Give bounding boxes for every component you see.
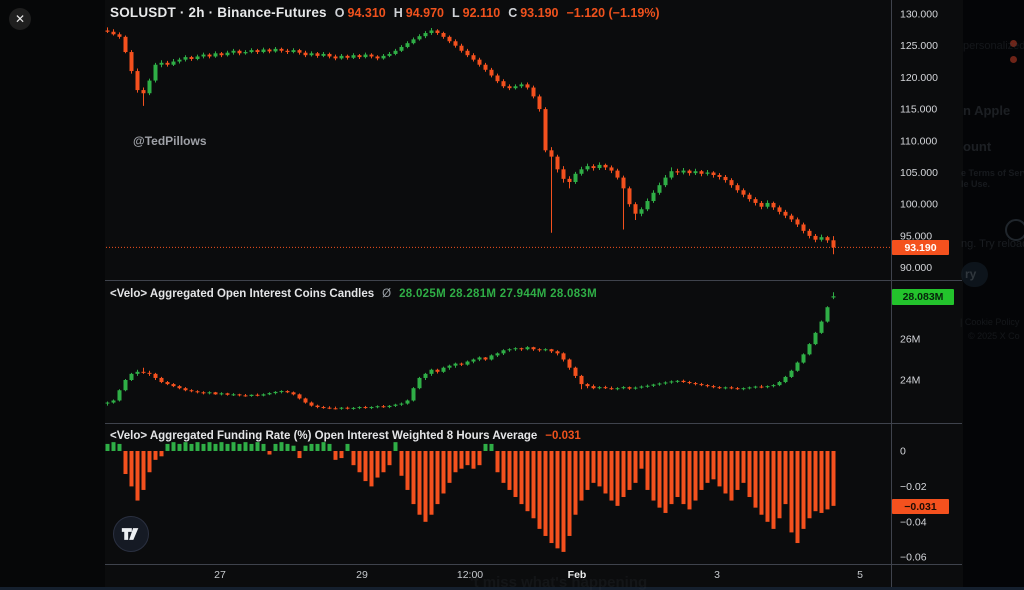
- dimmed-background-text: ount: [963, 139, 992, 154]
- svg-text:26M: 26M: [900, 334, 920, 346]
- dimmed-background-text: le Use.: [961, 179, 991, 189]
- time-axis[interactable]: 27 29 12:00 Feb 3 5: [105, 565, 891, 587]
- close-label: C: [508, 6, 518, 20]
- time-label: 3: [714, 569, 720, 581]
- svg-text:115.000: 115.000: [900, 104, 937, 116]
- overlay-left-strip: [0, 0, 105, 590]
- svg-text:−0.04: −0.04: [900, 516, 927, 528]
- svg-text:125.000: 125.000: [900, 40, 938, 52]
- open-label: O: [334, 6, 345, 20]
- time-label: 29: [356, 569, 368, 581]
- price-axis-labels[interactable]: 130.000 125.000 120.000 115.000 110.000 105.0…: [900, 9, 938, 275]
- dimmed-background-text: ry: [961, 262, 989, 287]
- low-label: L: [452, 6, 460, 20]
- panel-separator: [105, 564, 962, 565]
- svg-text:−0.06: −0.06: [900, 552, 927, 564]
- dimmed-background-text: © 2025 X Co: [968, 331, 1020, 341]
- funding-rate-bars[interactable]: [105, 442, 836, 552]
- svg-text:0: 0: [900, 446, 906, 458]
- close-button[interactable]: ✕: [9, 8, 31, 30]
- open-value: 94.310: [347, 6, 386, 20]
- svg-text:120.000: 120.000: [900, 72, 938, 84]
- svg-text:110.000: 110.000: [900, 135, 937, 147]
- tradingview-logo-icon: [121, 528, 139, 540]
- change-value: −1.120 (−1.19%): [566, 6, 660, 20]
- svg-text:−0.02: −0.02: [900, 481, 927, 493]
- time-label: Feb: [567, 569, 587, 581]
- high-value: 94.970: [405, 6, 445, 20]
- last-price-badge: 93.190: [892, 240, 949, 255]
- dimmed-red-mark: [1010, 56, 1017, 63]
- svg-text:130.000: 130.000: [900, 9, 938, 21]
- svg-text:100.000: 100.000: [900, 199, 938, 211]
- time-label: 5: [857, 569, 863, 581]
- time-label: 12:00: [456, 569, 484, 581]
- dimmed-background-text: | Cookie Policy: [960, 317, 1020, 327]
- oi-title[interactable]: <Velo> Aggregated Open Interest Coins Ca…: [110, 288, 375, 300]
- time-label: 27: [214, 569, 226, 581]
- panel-separator[interactable]: [105, 423, 962, 424]
- funding-title[interactable]: <Velo> Aggregated Funding Rate (%) Open …: [110, 430, 538, 442]
- close-icon: ✕: [14, 12, 26, 26]
- symbol-header: SOLUSDT · 2h · Binance-Futures O 94.310 …: [110, 5, 660, 20]
- dimmed-background-text: 't miss what's happening: [470, 574, 648, 590]
- dimmed-background-text: n Apple: [963, 103, 1011, 118]
- dimmed-red-mark: [1010, 40, 1017, 47]
- svg-text:95.000: 95.000: [900, 230, 932, 242]
- price-axis-separator: [891, 0, 892, 587]
- funding-last-value-badge: −0.031: [892, 499, 949, 514]
- oi-axis-labels[interactable]: 26M 24M: [900, 334, 920, 387]
- oi-panel-header: <Velo> Aggregated Open Interest Coins Ca…: [110, 288, 597, 300]
- svg-text:105.000: 105.000: [900, 167, 938, 179]
- oi-last-value-badge: 28.083M: [892, 289, 954, 305]
- watermark-handle: @TedPillows: [133, 134, 207, 148]
- funding-value: −0.031: [545, 430, 581, 442]
- funding-axis-labels[interactable]: 0 −0.02 −0.04 −0.06: [900, 446, 927, 564]
- dimmed-background-text: personalized tim: [963, 40, 1024, 52]
- svg-text:24M: 24M: [900, 375, 920, 387]
- svg-text:90.000: 90.000: [900, 262, 932, 274]
- dimmed-page-background: [963, 0, 1024, 590]
- funding-panel-header: <Velo> Aggregated Funding Rate (%) Open …: [110, 430, 581, 442]
- high-label: H: [393, 6, 403, 20]
- close-value: 93.190: [520, 6, 559, 20]
- price-candles[interactable]: [105, 27, 836, 255]
- dimmed-banner-strip: [0, 587, 1024, 590]
- low-value: 92.110: [462, 6, 501, 20]
- dimmed-background-text: ng. Try reloadin: [961, 238, 1024, 250]
- dimmed-logo-circle: [1005, 219, 1024, 241]
- tradingview-logo[interactable]: [113, 516, 149, 552]
- symbol-title[interactable]: SOLUSDT · 2h · Binance-Futures: [110, 5, 327, 20]
- average-symbol: Ø: [382, 288, 392, 300]
- open-interest-candles[interactable]: [105, 292, 836, 410]
- oi-ohlc-values: 28.025M 28.281M 27.944M 28.083M: [399, 288, 597, 300]
- panel-separator[interactable]: [105, 280, 962, 281]
- dimmed-background-text: e Terms of Servic: [961, 168, 1024, 178]
